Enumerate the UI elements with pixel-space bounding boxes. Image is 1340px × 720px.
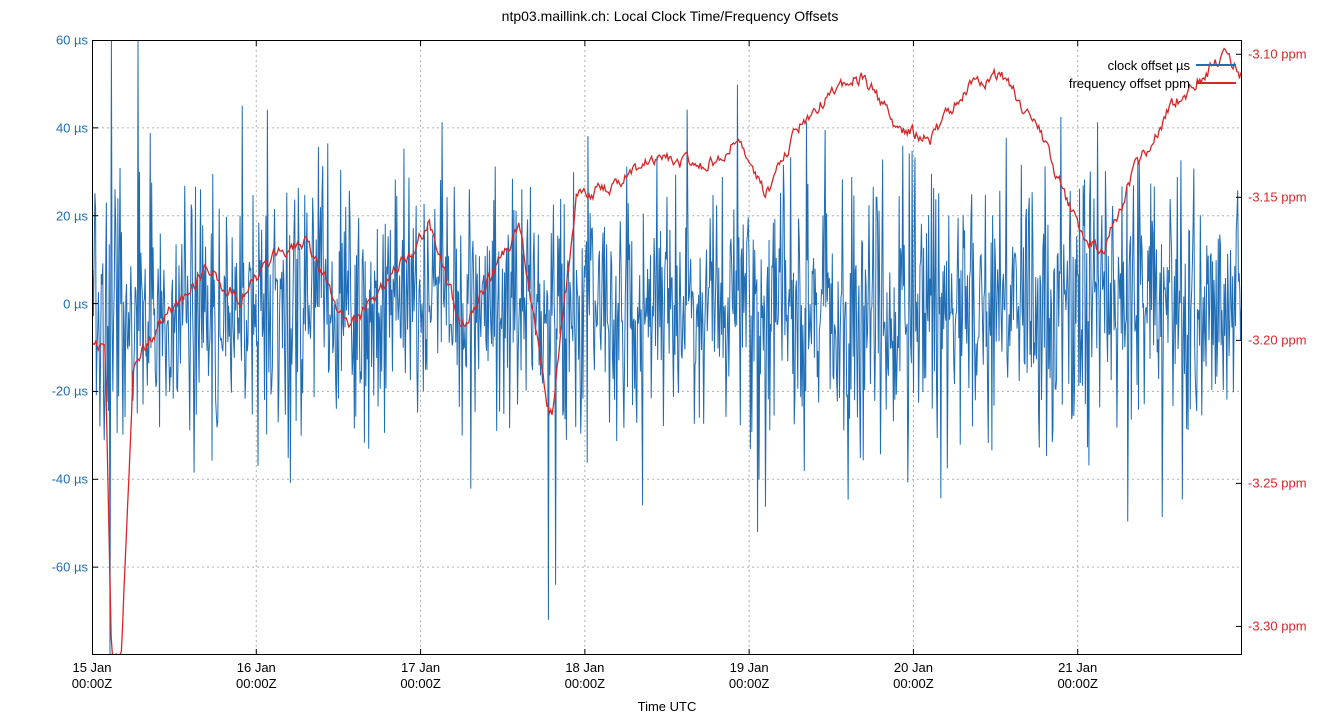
x-tick: 21 Jan00:00Z (1018, 660, 1138, 691)
legend: clock offset µs frequency offset ppm (1069, 56, 1236, 92)
x-tick: 17 Jan00:00Z (361, 660, 481, 691)
legend-swatch (1196, 64, 1236, 66)
y-right-tick: -3.10 ppm (1248, 47, 1338, 62)
x-axis-label: Time UTC (92, 699, 1242, 714)
ntp-offset-chart: ntp03.maillink.ch: Local Clock Time/Freq… (0, 0, 1340, 720)
x-tick: 18 Jan00:00Z (525, 660, 645, 691)
y-right-tick: -3.30 ppm (1248, 619, 1338, 634)
x-tick: 20 Jan00:00Z (853, 660, 973, 691)
x-tick: 16 Jan00:00Z (196, 660, 316, 691)
legend-label: frequency offset ppm (1069, 76, 1190, 91)
y-left-tick: 20 µs (8, 208, 88, 223)
legend-swatch (1196, 82, 1236, 84)
plot-area (92, 40, 1242, 655)
y-right-tick: -3.15 ppm (1248, 190, 1338, 205)
y-right-tick: -3.20 ppm (1248, 333, 1338, 348)
y-left-tick: 0 µs (8, 296, 88, 311)
chart-title: ntp03.maillink.ch: Local Clock Time/Freq… (0, 8, 1340, 24)
y-right-tick: -3.25 ppm (1248, 476, 1338, 491)
y-left-tick: 60 µs (8, 33, 88, 48)
y-left-tick: -60 µs (8, 560, 88, 575)
series-clock-offset (92, 40, 1242, 655)
x-tick: 19 Jan00:00Z (689, 660, 809, 691)
y-left-tick: 40 µs (8, 120, 88, 135)
y-left-tick: -40 µs (8, 472, 88, 487)
x-tick: 15 Jan00:00Z (32, 660, 152, 691)
legend-label: clock offset µs (1108, 58, 1190, 73)
legend-item-clock-offset: clock offset µs (1069, 56, 1236, 74)
legend-item-freq-offset: frequency offset ppm (1069, 74, 1236, 92)
y-left-tick: -20 µs (8, 384, 88, 399)
